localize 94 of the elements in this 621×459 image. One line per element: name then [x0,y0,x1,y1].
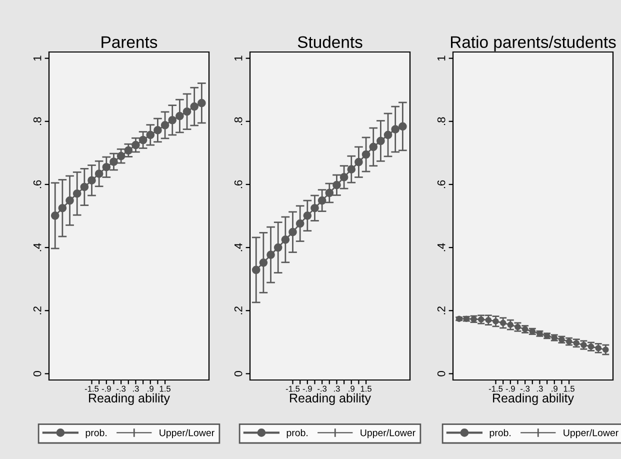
point [259,258,268,267]
point [80,182,89,192]
point [168,116,177,124]
y-tick-label: 0 [437,371,446,376]
point [347,165,356,174]
text: Upper/Lower [564,429,618,438]
point [281,235,290,244]
point [354,158,363,166]
point [507,322,514,328]
y-tick-label: .2 [437,306,446,314]
y-tick-label: 1 [437,56,446,61]
x-tick-label: -.3 [116,386,126,392]
point [492,318,499,324]
point [384,130,392,140]
point [146,130,155,140]
x-tick-label: -.3 [318,386,327,392]
y-tick-label: 1 [234,56,242,61]
point [58,204,67,212]
point [340,173,348,182]
point [124,146,133,155]
y-tick-label: 1 [33,56,42,61]
point [318,196,326,205]
point [94,170,104,178]
point [132,140,140,150]
x-tick-label: .9 [348,386,354,392]
legend-label: prob. [86,429,107,438]
legend-label: prob. [490,429,511,438]
point [182,107,192,116]
point [160,121,170,130]
x-tick-label: -.9 [506,386,515,392]
x-tick-label: 1.5 [360,386,372,392]
point [602,346,609,353]
x-tick-label: -1.5 [286,386,300,392]
x-tick-label: -.3 [520,386,530,392]
x-tick-label: -1.5 [488,386,503,392]
point [198,98,206,108]
chart-title: Ratio parents/students [450,36,616,52]
point [50,212,60,220]
y-tick-label: .8 [33,117,42,126]
x-tick-label: .9 [148,386,154,392]
x-tick-label: 1.5 [160,386,170,392]
text: Upper/Lower [160,429,214,438]
point [296,219,304,228]
y-tick-label: .6 [33,180,42,188]
point [303,212,312,220]
y-tick-label: 0 [33,371,42,376]
point [72,189,82,198]
x-tick-label: 1.5 [564,386,574,392]
x-tick-label: -.9 [102,386,111,392]
x-tick-label: .3 [334,386,340,392]
x-tick-label: .3 [537,386,543,392]
y-tick-label: .2 [234,306,242,314]
point [116,152,126,160]
point [88,176,96,185]
point [398,122,407,131]
chart-title: Students [298,36,362,48]
chart-title: Parents [102,36,158,48]
point [310,204,319,212]
y-tick-label: .6 [437,180,446,188]
point [110,158,118,166]
point [266,250,275,259]
text: Upper/Lower [360,429,416,438]
point [391,125,400,134]
x-tick-label: -1.5 [84,386,99,392]
x-axis-title: Reading ability [290,393,371,405]
y-tick-label: .4 [33,243,42,252]
point [190,102,199,111]
point [332,180,341,190]
point [274,243,282,252]
y-tick-label: .4 [437,243,446,252]
point [325,188,334,198]
point [154,126,162,134]
y-tick-label: .8 [437,117,446,126]
point [369,142,378,152]
point [288,228,297,236]
x-axis-title: Reading ability [493,393,574,405]
y-tick-label: .8 [234,117,242,126]
point [500,320,506,326]
point [138,136,148,144]
point [66,196,74,205]
point [362,150,370,159]
x-tick-label: .9 [552,386,558,392]
y-tick-label: .4 [234,243,242,252]
y-tick-label: .6 [234,180,242,188]
point [376,136,385,146]
y-tick-label: .2 [33,306,42,314]
x-tick-label: .3 [133,386,139,392]
point [176,112,184,120]
point [102,162,111,172]
x-tick-label: -.9 [302,386,312,392]
legend-label: prob. [286,429,308,438]
x-axis-title: Reading ability [89,393,170,405]
y-tick-label: 0 [234,371,242,376]
point [252,266,260,274]
